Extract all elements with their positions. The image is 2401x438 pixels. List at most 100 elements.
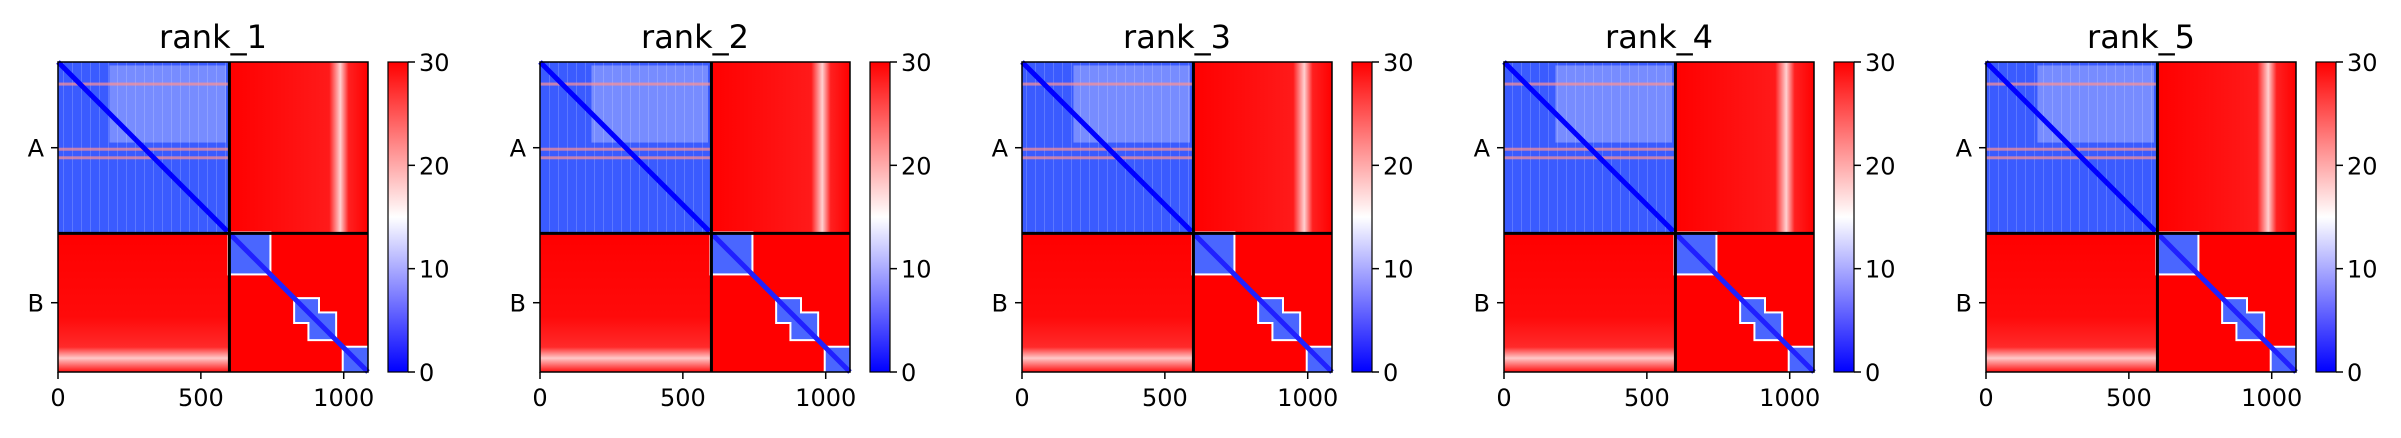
block-a-a-stripe [540,156,712,160]
heatmap [538,60,852,374]
x-tick-label: 0 [1014,384,1029,412]
panel-title: rank_5 [2087,18,2195,56]
block-b-a [540,233,712,372]
x-tick-label: 0 [532,384,547,412]
heatmap [1020,60,1334,374]
y-tick-label-b: B [1956,290,1972,318]
colorbar-tick-label: 0 [1383,359,1398,387]
block-b-b-diagonal [1191,231,1334,374]
x-tick-label: 1000 [313,384,374,412]
pae-panel-5: rank_5 A B 0 500 1000 0 10 20 30 [1956,18,2378,412]
y-tick-label-b: B [1474,290,1490,318]
y-tick-label-a: A [28,135,45,163]
block-a-a-diagonal [1984,60,2160,236]
colorbar-tick-label: 10 [901,256,932,284]
colorbar [869,61,891,373]
heatmap [1984,60,2298,374]
colorbar-tick-label: 30 [1383,49,1414,77]
y-tick-label-a: A [1474,135,1491,163]
x-tick-label: 500 [660,384,706,412]
block-a-a-stripe [1022,156,1194,160]
x-tick-label: 0 [1978,384,1993,412]
block-b-b-diagonal [227,231,370,374]
panel-title: rank_4 [1605,18,1713,56]
panel-title: rank_3 [1123,18,1231,56]
pae-panel-1: rank_1 A B 0 500 1000 0 10 20 30 [28,18,450,412]
panel-title: rank_2 [641,18,749,56]
colorbar-tick-label: 10 [419,256,450,284]
x-tick-label: 1000 [795,384,856,412]
heatmap-frame [57,61,369,373]
block-b-a [1504,233,1676,372]
x-tick-label: 500 [1624,384,1670,412]
block-a-a-stripe [1986,156,2158,160]
block-a-b [1193,62,1332,234]
block-a-a-stripe [1022,82,1194,86]
colorbar-tick-label: 0 [1865,359,1880,387]
block-a-a-diagonal [1020,60,1196,236]
colorbar [1833,61,1855,373]
block-a-a-diagonal [1502,60,1678,236]
colorbar-tick-label: 30 [901,49,932,77]
x-tick-label: 1000 [1277,384,1338,412]
colorbar-tick-label: 30 [1865,49,1896,77]
colorbar-tick-label: 0 [419,359,434,387]
block-a-a-stripe [58,156,230,160]
block-a-a-stripe [540,82,712,86]
block-a-b [1675,62,1814,234]
colorbar [387,61,409,373]
x-tick-label: 0 [50,384,65,412]
block-b-a [1022,233,1194,372]
colorbar [1351,61,1373,373]
x-tick-label: 500 [178,384,224,412]
heatmap-frame [1021,61,1333,373]
x-tick-label: 1000 [2241,384,2302,412]
y-tick-label-b: B [28,290,44,318]
pae-panel-2: rank_2 A B 0 500 1000 0 10 20 30 [510,18,932,412]
colorbar-tick-label: 10 [1383,256,1414,284]
pae-panel-4: rank_4 A B 0 500 1000 0 10 20 30 [1474,18,1896,412]
panel-title: rank_1 [159,18,267,56]
x-tick-label: 500 [1142,384,1188,412]
colorbar-tick-label: 0 [2347,359,2362,387]
block-a-b [229,62,368,234]
block-b-a [1986,233,2158,372]
block-a-a-diagonal [538,60,714,236]
colorbar-tick-label: 10 [1865,256,1896,284]
colorbar-tick-label: 30 [419,49,450,77]
heatmap-frame [1503,61,1815,373]
colorbar-tick-label: 0 [901,359,916,387]
x-tick-label: 1000 [1759,384,1820,412]
y-tick-label-a: A [1956,135,1973,163]
block-a-a-stripe [1986,82,2158,86]
colorbar-tick-label: 10 [2347,256,2378,284]
block-a-a-diagonal [56,60,232,236]
block-a-b [711,62,850,234]
y-tick-label-a: A [510,135,527,163]
colorbar-tick-label: 30 [2347,49,2378,77]
heatmap [1502,60,1816,374]
colorbar-tick-label: 20 [1865,152,1896,180]
block-b-b-diagonal [2155,231,2298,374]
colorbar-tick-label: 20 [1383,152,1414,180]
colorbar-tick-label: 20 [2347,152,2378,180]
pae-panel-3: rank_3 A B 0 500 1000 0 10 20 30 [992,18,1414,412]
block-b-a [58,233,230,372]
colorbar-tick-label: 20 [901,152,932,180]
heatmap-frame [539,61,851,373]
colorbar-tick-label: 20 [419,152,450,180]
y-tick-label-a: A [992,135,1009,163]
block-b-b-diagonal [1673,231,1816,374]
block-a-a-stripe [58,82,230,86]
block-a-a-stripe [1504,156,1676,160]
colorbar [2315,61,2337,373]
y-tick-label-b: B [992,290,1008,318]
x-tick-label: 500 [2106,384,2152,412]
x-tick-label: 0 [1496,384,1511,412]
heatmap-frame [1985,61,2297,373]
heatmap [56,60,370,374]
block-a-a-stripe [1504,82,1676,86]
block-a-b [2157,62,2296,234]
y-tick-label-b: B [510,290,526,318]
